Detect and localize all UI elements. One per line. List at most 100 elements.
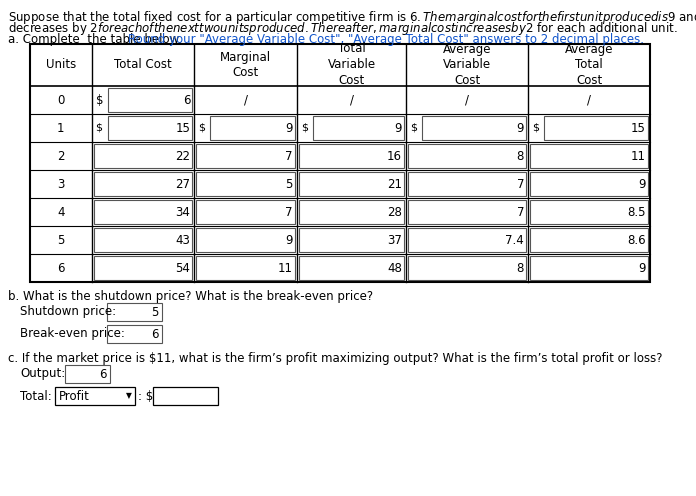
Text: $: $: [410, 123, 417, 133]
Text: 0: 0: [57, 94, 65, 107]
Bar: [94, 256, 192, 280]
Bar: [408, 200, 526, 224]
Bar: [530, 256, 648, 280]
Bar: [530, 200, 648, 224]
Text: $: $: [95, 94, 103, 107]
Text: 9: 9: [516, 122, 524, 134]
Text: a. Complete  the table below.: a. Complete the table below.: [8, 33, 186, 46]
Text: 7: 7: [285, 149, 293, 163]
Text: 11: 11: [278, 261, 293, 274]
Text: 48: 48: [387, 261, 402, 274]
Bar: [30, 44, 650, 282]
Text: Average
Total
Cost: Average Total Cost: [564, 43, 613, 87]
Text: 6: 6: [183, 94, 190, 107]
Text: Break-even price:: Break-even price:: [20, 327, 125, 340]
Text: Output:: Output:: [20, 368, 65, 380]
Bar: [299, 256, 404, 280]
Text: Total:: Total:: [20, 389, 52, 402]
Text: b. What is the shutdown price? What is the break-even price?: b. What is the shutdown price? What is t…: [8, 290, 373, 303]
Text: 1: 1: [57, 122, 65, 134]
Text: 7: 7: [516, 178, 524, 190]
Text: /: /: [587, 94, 591, 107]
Bar: [94, 144, 192, 168]
Bar: [299, 144, 404, 168]
Text: 28: 28: [387, 205, 402, 219]
Bar: [55, 387, 135, 405]
Bar: [544, 116, 648, 140]
Text: 4: 4: [57, 205, 65, 219]
Bar: [196, 256, 295, 280]
Text: /: /: [349, 94, 354, 107]
Text: Round your "Average Variable Cost", "Average Total Cost" answers to 2 decimal pl: Round your "Average Variable Cost", "Ave…: [128, 33, 644, 46]
Text: 54: 54: [175, 261, 190, 274]
Bar: [196, 144, 295, 168]
Text: /: /: [465, 94, 469, 107]
Text: 9: 9: [638, 261, 646, 274]
Text: 8.6: 8.6: [627, 234, 646, 247]
Bar: [107, 303, 162, 321]
Bar: [196, 228, 295, 252]
Text: 8: 8: [516, 149, 524, 163]
Text: 7.4: 7.4: [505, 234, 524, 247]
Text: 5: 5: [285, 178, 293, 190]
Text: 27: 27: [175, 178, 190, 190]
Bar: [210, 116, 295, 140]
Bar: [408, 172, 526, 196]
Bar: [196, 200, 295, 224]
Text: 21: 21: [387, 178, 402, 190]
Bar: [94, 228, 192, 252]
Bar: [422, 116, 526, 140]
Text: 5: 5: [152, 306, 159, 318]
Text: 6: 6: [100, 368, 107, 380]
Text: Profit: Profit: [59, 389, 90, 402]
Text: Suppose that the total fixed cost for a particular competitive firm is $6. The m: Suppose that the total fixed cost for a …: [8, 9, 696, 26]
Bar: [94, 172, 192, 196]
Bar: [530, 144, 648, 168]
Text: 5: 5: [57, 234, 65, 247]
Text: 2: 2: [57, 149, 65, 163]
Text: 15: 15: [631, 122, 646, 134]
Text: Marginal
Cost: Marginal Cost: [220, 51, 271, 79]
Text: decreases by $2 for each of the next two units produced. Thereafter, marginal co: decreases by $2 for each of the next two…: [8, 20, 678, 37]
Text: 3: 3: [57, 178, 65, 190]
Text: Average
Variable
Cost: Average Variable Cost: [443, 43, 491, 87]
Text: c. If the market price is $11, what is the firm’s profit maximizing output? What: c. If the market price is $11, what is t…: [8, 352, 663, 365]
Text: Total
Variable
Cost: Total Variable Cost: [328, 43, 376, 87]
Text: 9: 9: [285, 122, 293, 134]
Text: 34: 34: [175, 205, 190, 219]
Bar: [408, 256, 526, 280]
Text: 7: 7: [516, 205, 524, 219]
Text: 22: 22: [175, 149, 190, 163]
Text: : $: : $: [138, 389, 153, 402]
Bar: [65, 365, 110, 383]
Bar: [196, 172, 295, 196]
Text: $: $: [532, 123, 539, 133]
Text: $: $: [301, 123, 308, 133]
Text: 8: 8: [516, 261, 524, 274]
Text: /: /: [244, 94, 248, 107]
Text: 8.5: 8.5: [628, 205, 646, 219]
Text: 9: 9: [285, 234, 293, 247]
Text: 11: 11: [631, 149, 646, 163]
Text: 9: 9: [395, 122, 402, 134]
Bar: [313, 116, 404, 140]
Bar: [108, 116, 192, 140]
Text: 37: 37: [387, 234, 402, 247]
Text: $: $: [95, 123, 102, 133]
Text: Total Cost: Total Cost: [114, 59, 172, 71]
Bar: [530, 228, 648, 252]
Bar: [299, 228, 404, 252]
Text: 16: 16: [387, 149, 402, 163]
Bar: [408, 228, 526, 252]
Text: ▼: ▼: [126, 391, 132, 400]
Bar: [408, 144, 526, 168]
Text: 7: 7: [285, 205, 293, 219]
Bar: [299, 172, 404, 196]
Text: $: $: [198, 123, 205, 133]
Text: Shutdown price:: Shutdown price:: [20, 306, 116, 318]
Text: 9: 9: [638, 178, 646, 190]
Bar: [108, 88, 192, 112]
Bar: [299, 200, 404, 224]
Bar: [107, 325, 162, 343]
Text: 6: 6: [152, 327, 159, 340]
